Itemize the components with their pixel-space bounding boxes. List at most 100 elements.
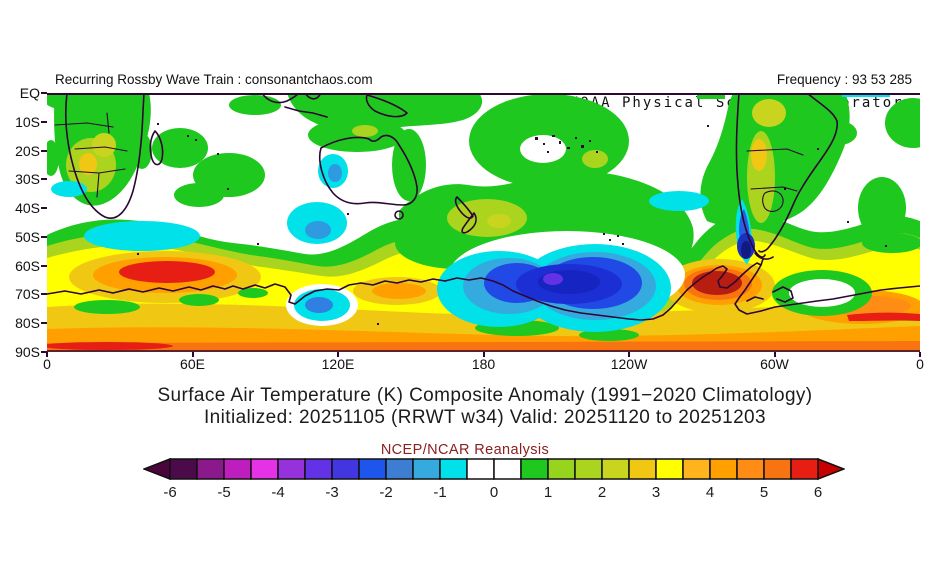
lat-label-70S: 70S xyxy=(15,286,40,303)
lat-label-60S: 60S xyxy=(15,257,40,274)
colorbar: -6 -5 -4 -3 -2 -1 0 1 2 3 4 5 6 xyxy=(141,457,847,506)
colorbar-segment xyxy=(628,458,657,480)
colorbar-segment xyxy=(655,458,684,480)
lon-tick xyxy=(773,352,776,357)
colorbar-segment xyxy=(520,458,549,480)
cold-pool-violet-spot xyxy=(543,273,563,285)
frequency-label: Frequency : 93 53 285 xyxy=(776,72,912,87)
colorbar-tick-6: 6 xyxy=(813,484,823,501)
colorbar-segment xyxy=(601,458,630,480)
lat-tick xyxy=(41,264,47,267)
south-indian-cyan-band xyxy=(84,221,200,251)
colorbar-segment xyxy=(493,458,522,480)
lat-tick xyxy=(41,235,47,238)
tropical-green-anomalies xyxy=(47,93,920,287)
lon-tick xyxy=(482,352,485,357)
lat-tick xyxy=(41,207,47,210)
colorbar-segment xyxy=(574,458,603,480)
lat-tick xyxy=(41,351,47,354)
colorbar-left-arrow xyxy=(141,457,171,481)
colorbar-tick--2: -2 xyxy=(379,484,393,501)
madagascar-coastline xyxy=(149,130,164,166)
lat-label-40S: 40S xyxy=(15,200,40,217)
colorbar-segment xyxy=(331,458,360,480)
lat-label-EQ: EQ xyxy=(19,85,40,101)
cold-anomalies xyxy=(51,93,890,332)
atlantic-green-bell xyxy=(858,177,906,239)
island-dots xyxy=(137,123,887,325)
colorbar-tick--6: -6 xyxy=(163,484,177,501)
colorbar-segment xyxy=(412,458,441,480)
colorbar-segment xyxy=(790,458,819,480)
pacific-sector-orange-core xyxy=(372,283,426,299)
colorbar-segment xyxy=(196,458,225,480)
colorbar-tick-5: 5 xyxy=(759,484,769,501)
lon-label-180-3: 180 xyxy=(471,356,496,372)
tasmania-coastline xyxy=(394,210,404,220)
lat-label-90S: 90S xyxy=(15,344,40,361)
lon-label-120W-4: 120W xyxy=(610,356,648,372)
weddell-white-hole xyxy=(789,279,855,307)
colorbar-tick-1: 1 xyxy=(543,484,553,501)
colorbar-segment xyxy=(250,458,279,480)
lon-label-60E-1: 60E xyxy=(180,356,205,372)
colorbar-tick-2: 2 xyxy=(597,484,607,501)
lon-tick xyxy=(919,352,921,357)
colorbar-segment xyxy=(385,458,414,480)
anomaly-map xyxy=(47,93,920,352)
chile-navy-core xyxy=(741,241,751,259)
lat-label-30S: 30S xyxy=(15,171,40,188)
australia-east-green xyxy=(392,129,426,201)
bottom-left-red-streak xyxy=(47,342,173,350)
colorbar-segment xyxy=(439,458,468,480)
lat-label-20S: 20S xyxy=(15,142,40,159)
colorbar-segment xyxy=(304,458,333,480)
africa-borders xyxy=(54,112,128,198)
colorbar-tick--4: -4 xyxy=(271,484,285,501)
new-guinea-coastline xyxy=(365,94,408,118)
midpacific-white-hole xyxy=(520,135,566,163)
colorbar-segment xyxy=(277,458,306,480)
lon-label-60W-5: 60W xyxy=(760,356,789,372)
antarctica-coastline xyxy=(47,262,920,321)
colorbar-tick--1: -1 xyxy=(433,484,447,501)
lat-tick xyxy=(41,293,47,296)
plot-subtitle: Initialized: 20251105 (RRWT w34) Valid: … xyxy=(204,407,766,428)
colorbar-tick-3: 3 xyxy=(651,484,661,501)
bottom-right-red-streak xyxy=(847,312,920,321)
south-america-borders xyxy=(746,148,804,212)
colorbar-segment xyxy=(547,458,576,480)
colorbar-segment xyxy=(223,458,252,480)
coastlines xyxy=(47,93,920,321)
lon-tick xyxy=(337,352,339,357)
lat-tick xyxy=(41,322,47,325)
lat-tick xyxy=(41,149,47,152)
plot-title: Surface Air Temperature (K) Composite An… xyxy=(157,385,813,406)
colorbar-tick--3: -3 xyxy=(325,484,339,501)
lon-label-120E-2: 120E xyxy=(321,356,355,372)
colorbar-tick--5: -5 xyxy=(217,484,231,501)
lon-label-0-0: 0 xyxy=(43,356,51,372)
colorbar-right-arrow xyxy=(817,457,847,481)
dataset-label: NCEP/NCAR Reanalysis xyxy=(380,442,550,458)
lon-tick xyxy=(46,352,48,357)
indian-sector-red-core xyxy=(119,261,215,283)
africa-coastline xyxy=(65,93,145,219)
colorbar-segment xyxy=(763,458,792,480)
colorbar-segment xyxy=(466,458,495,480)
colorbar-segment xyxy=(709,458,738,480)
south-america-coastline xyxy=(735,93,838,266)
lat-label-80S: 80S xyxy=(15,315,40,332)
colorbar-segment xyxy=(169,458,198,480)
nz-yellowgreen-patch xyxy=(447,199,527,237)
site-watermark: Recurring Rossby Wave Train : consonantc… xyxy=(55,72,373,87)
lon-tick xyxy=(628,352,630,357)
colorbar-tick-0: 0 xyxy=(489,484,499,501)
lat-label-50S: 50S xyxy=(15,228,40,245)
colorbar-segment xyxy=(358,458,387,480)
lat-label-10S: 10S xyxy=(15,113,40,130)
se-pacific-cyan xyxy=(649,191,709,211)
colorbar-svg xyxy=(141,457,847,481)
lat-tick xyxy=(41,120,47,123)
